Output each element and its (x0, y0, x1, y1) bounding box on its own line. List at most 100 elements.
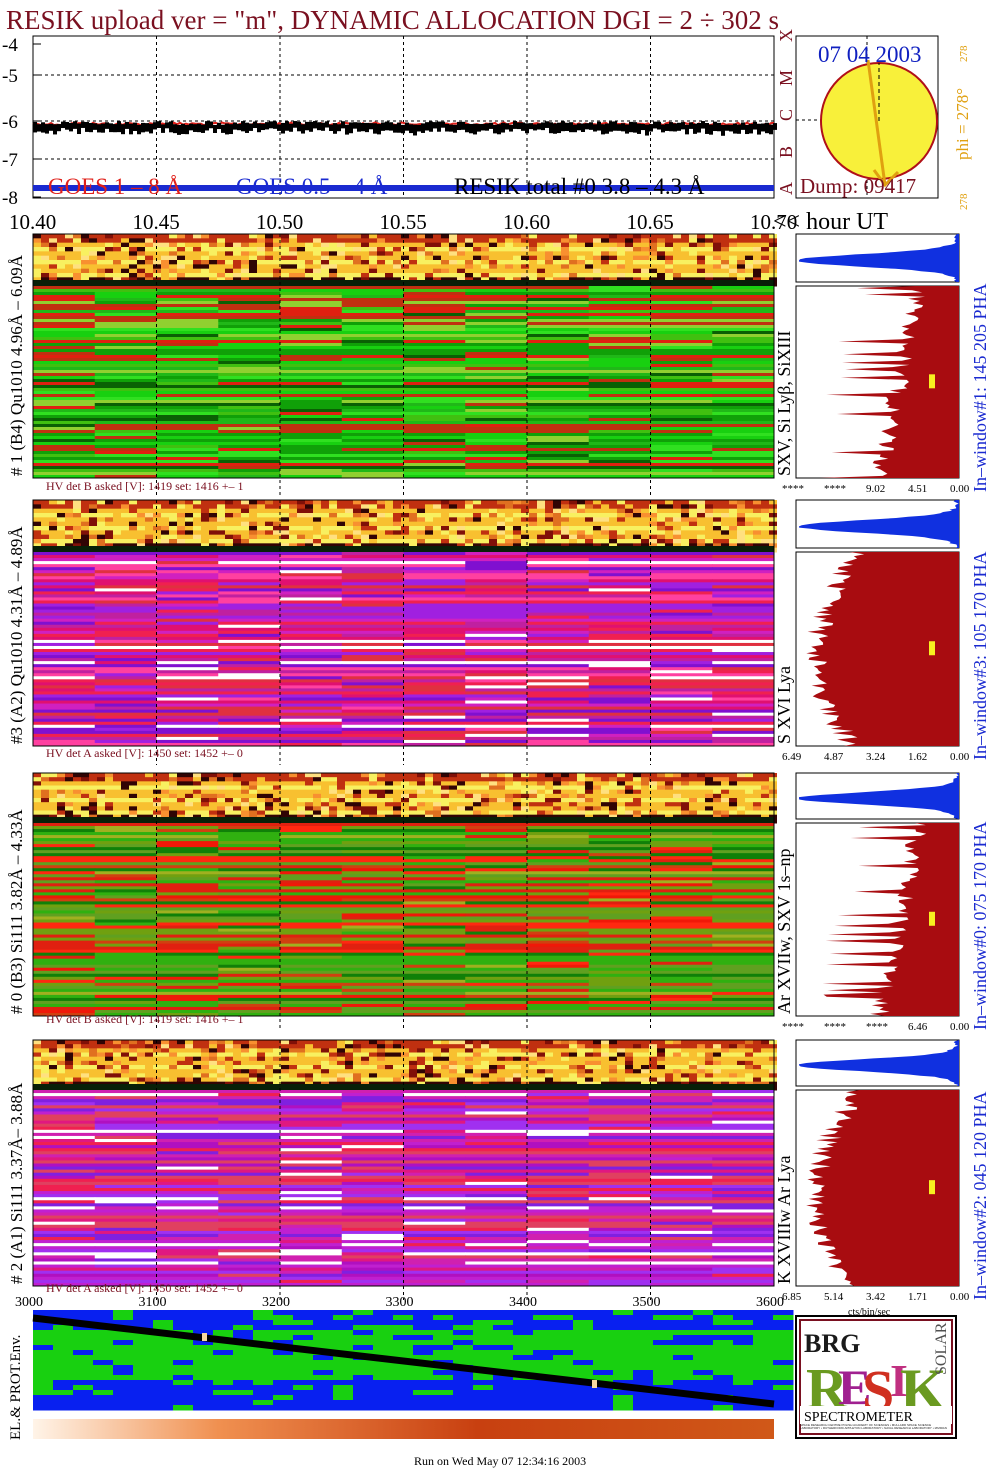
spectrogram-cell (403, 286, 466, 290)
strip-cell (217, 517, 225, 523)
strip-cell (585, 251, 593, 257)
strip-cell (761, 273, 769, 278)
strip-cell (641, 247, 649, 252)
strip-cell (217, 789, 225, 795)
strip-cell (33, 273, 41, 278)
spectrogram-cell (218, 295, 281, 299)
strip-cell (409, 238, 417, 244)
strip-cell (361, 802, 369, 807)
resik-total-bin (57, 124, 61, 132)
spectrogram-cell (218, 367, 281, 371)
spectrogram-cell (712, 361, 775, 365)
strip-cell (257, 802, 265, 807)
strip-cell (73, 273, 81, 278)
strip-cell (441, 504, 449, 510)
strip-cell (745, 277, 753, 283)
strip-cell (633, 234, 641, 239)
strip-cell (753, 521, 761, 527)
strip-cell (545, 517, 553, 523)
strip-cell (337, 539, 345, 544)
strip-cell (137, 264, 145, 270)
strip-cell (553, 277, 561, 283)
strip-cell (33, 238, 41, 244)
spectrogram-cell (712, 667, 775, 671)
spectrogram-cell (712, 460, 775, 464)
strip-cell (89, 260, 97, 265)
strip-cell (129, 530, 137, 536)
strip-cell (281, 534, 289, 540)
spectrogram-cell (33, 328, 96, 332)
strip-cell (233, 526, 241, 531)
spectrogram-cell (33, 361, 96, 365)
strip-cell (641, 526, 649, 531)
strip-cell (49, 539, 57, 544)
strip-cell (257, 785, 265, 791)
strip-cell (721, 534, 729, 540)
strip-cell (417, 781, 425, 786)
spectrogram-cell (156, 561, 219, 565)
strip-cell (545, 526, 553, 531)
strip-cell (169, 255, 177, 261)
spectrogram-cell (156, 424, 219, 428)
strip-cell (409, 247, 417, 252)
strip-cell (121, 238, 129, 244)
spectrogram-cell (94, 736, 157, 741)
spectrogram-cell (588, 466, 651, 470)
spectrogram-cell (280, 642, 343, 647)
spectrogram-cell (280, 733, 343, 738)
strip-cell (457, 251, 465, 257)
spectrogram-cell (588, 364, 651, 368)
spectrogram-cell (280, 403, 343, 407)
strip-cell (569, 521, 577, 527)
spectrogram-cell (280, 600, 343, 605)
resik-total-bin (397, 122, 401, 133)
strip-cell (233, 264, 241, 270)
strip-cell (281, 798, 289, 803)
spectrogram-cell (588, 615, 651, 620)
strip-cell (217, 260, 225, 265)
resik-total-bin (617, 124, 621, 131)
spectrogram-cell (403, 667, 466, 671)
spectrogram-cell (588, 442, 651, 446)
strip-cell (553, 543, 561, 549)
spectrogram-cell (465, 388, 528, 392)
strip-cell (81, 273, 89, 278)
strip-cell (185, 508, 193, 514)
spectrogram-cell (156, 445, 219, 449)
strip-cell (81, 534, 89, 540)
strip-cell (529, 521, 537, 527)
spectrogram-cell (527, 721, 590, 726)
spectrogram-cell (156, 409, 219, 413)
strip-cell (193, 508, 201, 514)
strip-cell (601, 802, 609, 807)
spectrogram-cell (650, 406, 713, 410)
strip-cell (105, 773, 113, 778)
strip-cell (617, 242, 625, 248)
strip-cell (185, 810, 193, 816)
strip-cell (193, 247, 201, 252)
strip-cell (457, 504, 465, 510)
resik-total-bin (549, 122, 553, 134)
spectrogram-cell (94, 394, 157, 398)
spectrogram-cell (403, 688, 466, 692)
strip-cell (521, 504, 529, 510)
strip-cell (505, 806, 513, 811)
spectrogram-cell (341, 385, 404, 389)
strip-cell (689, 500, 697, 505)
strip-cell (609, 504, 617, 510)
strip-cell (241, 264, 249, 270)
strip-cell (185, 504, 193, 510)
spectrogram-cell (527, 358, 590, 362)
spectrogram-cell (403, 310, 466, 314)
strip-cell (281, 277, 289, 283)
spectrogram-cell (280, 472, 343, 476)
strip-cell (561, 534, 569, 540)
strip-cell (169, 260, 177, 265)
spectrogram-cell (94, 685, 157, 689)
strip-cell (713, 810, 721, 816)
strip-cell (209, 785, 217, 791)
strip-cell (65, 526, 73, 531)
strip-cell (617, 268, 625, 274)
strip-cell (641, 508, 649, 514)
strip-cell (377, 251, 385, 257)
